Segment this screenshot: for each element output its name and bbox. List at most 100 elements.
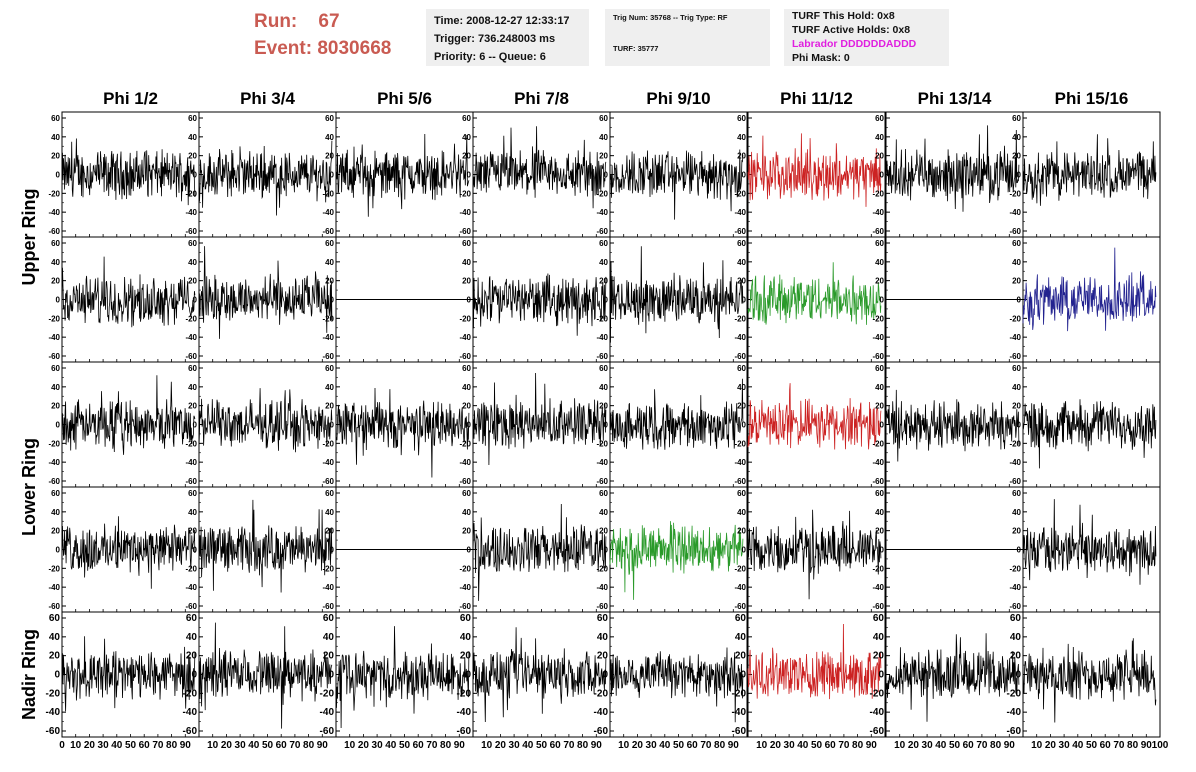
ytick-label: -40 (185, 208, 197, 217)
event-row: Event: 8030668 (254, 35, 391, 62)
ytick-label: 20 (325, 402, 334, 411)
ytick-label: 20 (462, 277, 471, 286)
ring-label-2: Lower Ring (19, 438, 39, 536)
ytick-label: -60 (872, 227, 884, 236)
ytick-label: -20 (46, 688, 61, 699)
ytick-label: 60 (51, 239, 60, 248)
column-title-3: Phi 5/6 (377, 89, 432, 108)
ytick-label: -40 (459, 583, 471, 592)
column-title-5: Phi 9/10 (646, 89, 710, 108)
xtick-label: 10 (756, 740, 768, 751)
ytick-label: 20 (1012, 152, 1021, 161)
ytick-label: -60 (734, 227, 746, 236)
ytick-label: 20 (735, 651, 747, 662)
ytick-label: -20 (459, 439, 471, 448)
ytick-label: -40 (596, 208, 608, 217)
ytick-label: -60 (872, 352, 884, 361)
ytick-label: 40 (51, 383, 60, 392)
ytick-label: -20 (734, 564, 746, 573)
ytick-label: -60 (185, 602, 197, 611)
ytick-label: 20 (1012, 527, 1021, 536)
ytick-label: 0 (330, 296, 335, 305)
ytick-label: -20 (320, 688, 335, 699)
trace-black (885, 633, 1020, 722)
ytick-label: 20 (325, 527, 334, 536)
ytick-label: -20 (183, 688, 198, 699)
ytick-label: 40 (737, 383, 746, 392)
ytick-label: 40 (735, 632, 747, 643)
trace-black (335, 626, 470, 729)
ytick-label: 0 (604, 296, 609, 305)
ytick-label: -40 (734, 208, 746, 217)
ytick-label: -40 (596, 583, 608, 592)
ytick-label: -40 (322, 583, 334, 592)
ytick-label: 60 (325, 114, 334, 123)
xtick-label: 100 (1152, 740, 1169, 751)
ytick-label: -60 (459, 352, 471, 361)
ytick-label: 60 (1012, 364, 1021, 373)
ytick-label: 40 (1012, 383, 1021, 392)
ytick-label: 40 (325, 383, 334, 392)
ytick-label: -40 (872, 333, 884, 342)
ytick-label: 0 (467, 546, 472, 555)
ytick-label: -20 (322, 314, 334, 323)
ytick-label: 20 (599, 277, 608, 286)
trace-black (609, 149, 744, 220)
ytick-label: 20 (51, 277, 60, 286)
ytick-label: 40 (51, 133, 60, 142)
ytick-label: -20 (596, 189, 608, 198)
trace-black (609, 378, 744, 450)
ytick-label: -20 (1009, 314, 1021, 323)
ytick-label: -20 (459, 314, 471, 323)
ytick-label: 0 (465, 670, 471, 681)
ytick-label: 60 (325, 489, 334, 498)
ytick-label: 0 (880, 171, 885, 180)
xtick-label: 60 (825, 740, 837, 751)
ytick-label: -40 (320, 707, 335, 718)
ytick-label: 20 (875, 152, 884, 161)
ytick-label: 20 (51, 402, 60, 411)
ring-label-3: Nadir Ring (19, 629, 39, 720)
turf-text: TURF: 35777 (613, 44, 659, 53)
ytick-label: 40 (462, 133, 471, 142)
xtick-label: 20 (358, 740, 370, 751)
ytick-label: 60 (462, 239, 471, 248)
run-label: Run: (254, 11, 298, 32)
ytick-label: -40 (185, 333, 197, 342)
xtick-label: 40 (111, 740, 123, 751)
ytick-label: -60 (1009, 352, 1021, 361)
ytick-label: 0 (467, 171, 472, 180)
xtick-label: 20 (632, 740, 644, 751)
xtick-label: 10 (894, 740, 906, 751)
ytick-label: -20 (48, 564, 60, 573)
ytick-label: -20 (732, 688, 747, 699)
ytick-label: -60 (183, 726, 198, 737)
ytick-label: 20 (875, 527, 884, 536)
xtick-label: 40 (797, 740, 809, 751)
xtick-label: 60 (687, 740, 699, 751)
ytick-label: 60 (1012, 489, 1021, 498)
ytick-label: 60 (875, 489, 884, 498)
xtick-label: 10 (618, 740, 630, 751)
ytick-label: 20 (49, 651, 61, 662)
ytick-label: -40 (1009, 458, 1021, 467)
xtick-label: 90 (866, 740, 878, 751)
xtick-label: 20 (221, 740, 233, 751)
ytick-label: -60 (459, 602, 471, 611)
ytick-label: -20 (870, 688, 885, 699)
trace-green (609, 521, 744, 600)
turf-this-hold-text: TURF This Hold: 0x8 (792, 10, 895, 22)
ytick-label: 60 (49, 613, 61, 624)
column-title-8: Phi 15/16 (1055, 89, 1129, 108)
ytick-label: 20 (188, 152, 197, 161)
ytick-label: 40 (875, 258, 884, 267)
trace-black (198, 246, 333, 339)
ytick-label: 40 (875, 133, 884, 142)
ytick-label: -20 (594, 688, 609, 699)
ytick-label: -40 (48, 333, 60, 342)
ytick-label: 40 (1012, 508, 1021, 517)
ytick-label: 60 (462, 114, 471, 123)
trace-black (885, 125, 1020, 212)
xtick-label: 30 (235, 740, 247, 751)
trace-black (1022, 134, 1157, 206)
